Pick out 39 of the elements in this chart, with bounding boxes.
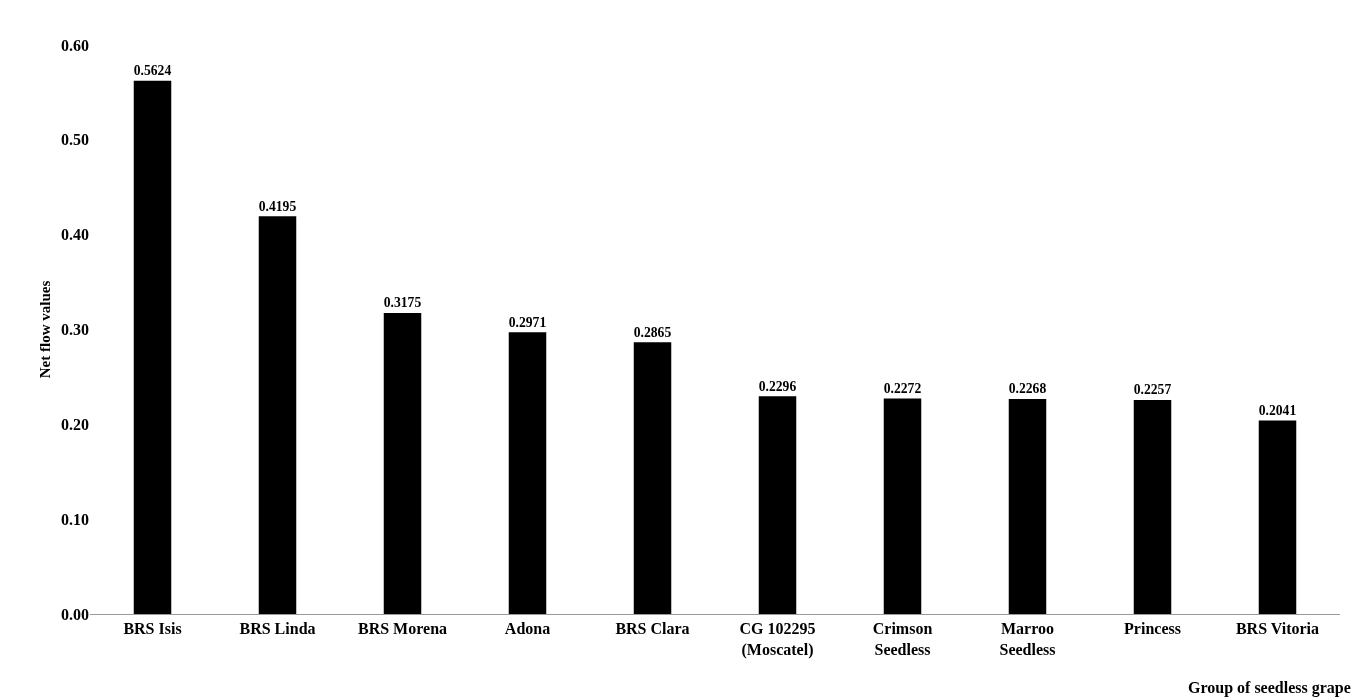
x-tick-label: BRS Linda [239,620,316,638]
bar [883,398,922,614]
bar [383,312,422,614]
bar [1133,399,1172,614]
bar [633,342,672,614]
bar [1258,420,1297,614]
x-tick-label: Marroo Seedless [999,620,1056,658]
x-tick-label: BRS Clara [615,620,690,638]
y-tick-label: 0.60 [61,36,89,54]
y-tick-label: 0.10 [61,510,89,528]
data-label: 0.2272 [883,380,922,396]
data-label: 0.2971 [508,314,547,330]
y-tick-label: 0.40 [61,226,89,244]
bar [258,216,297,614]
x-tick-label: BRS Isis [123,620,182,638]
y-axis-title: Net flow values [37,280,53,379]
y-tick-label: 0.30 [61,321,89,339]
y-tick-label: 0.50 [61,131,89,149]
y-tick-label: 0.20 [61,415,89,433]
data-label: 0.3175 [383,295,422,311]
data-label: 0.4195 [258,198,297,214]
x-tick-label: BRS Vitoria [1235,620,1320,638]
data-label: 0.5624 [133,63,172,79]
data-label: 0.2296 [758,378,797,394]
x-tick-label: Adona [504,620,551,638]
x-axis-title: Group of seedless grape [1188,679,1351,697]
x-tick-label: BRS Morena [357,620,448,638]
bar [133,80,172,614]
x-tick-label: CG 102295 (Moscatel) [739,620,816,659]
y-tick-label: 0.00 [61,605,89,623]
data-label: 0.2268 [1008,381,1047,397]
bar [758,396,797,614]
bar [1008,398,1047,614]
data-label: 0.2865 [633,324,672,340]
data-label: 0.2257 [1133,382,1172,398]
x-tick-label: Crimson Seedless [872,620,933,658]
data-label: 0.2041 [1258,402,1297,418]
bar [508,332,547,614]
x-tick-label: Princess [1124,620,1181,638]
